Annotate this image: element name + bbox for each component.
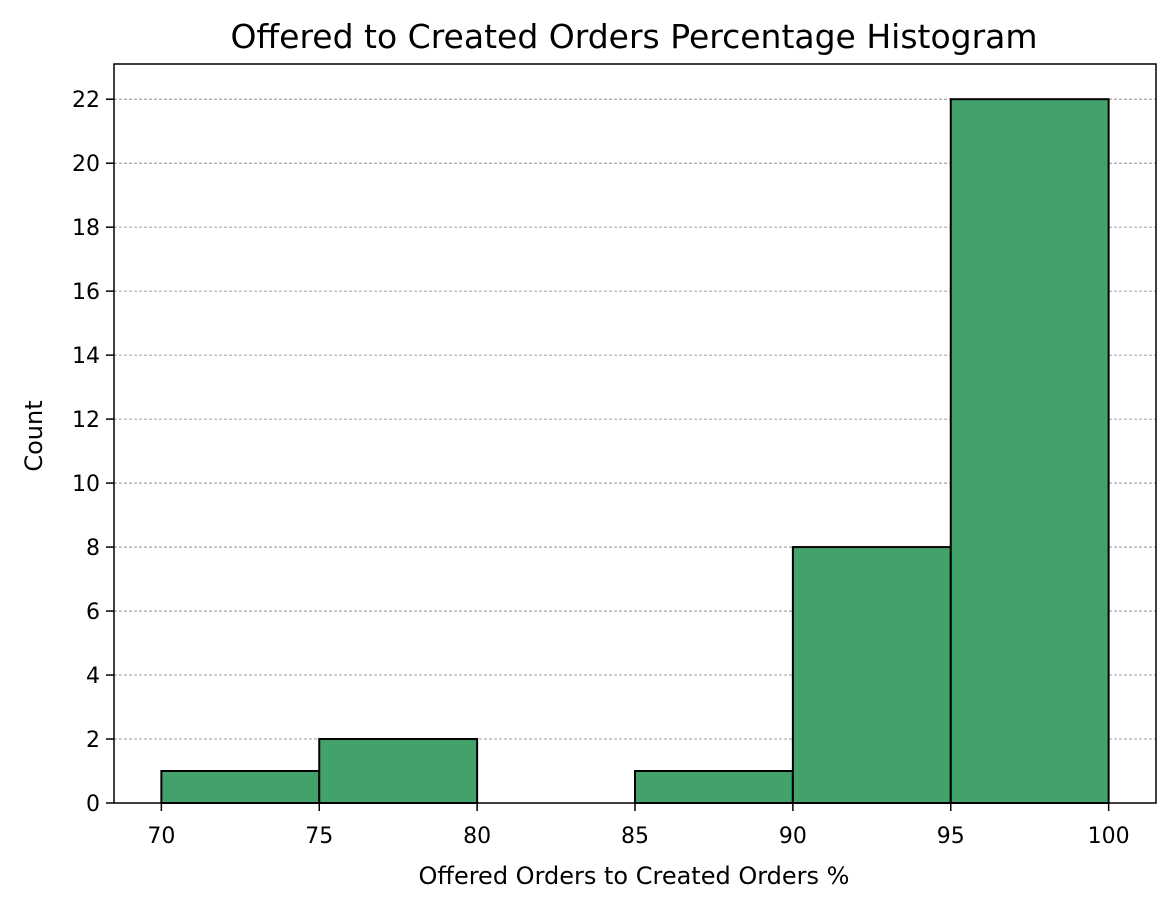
y-tick-label: 12 <box>72 408 100 433</box>
histogram-bar <box>160 770 321 805</box>
y-tick-label: 10 <box>72 472 100 497</box>
x-tick-label: 85 <box>621 824 649 849</box>
histogram-bar <box>634 770 794 805</box>
bars <box>160 98 1110 805</box>
y-tick-label: 18 <box>72 216 100 241</box>
x-axis-ticks: 70 75 80 85 90 95 100 <box>147 803 1130 849</box>
histogram-bar <box>318 738 479 805</box>
y-tick-label: 8 <box>86 536 100 561</box>
chart-title: Offered to Created Orders Percentage His… <box>230 17 1037 56</box>
y-tick-label: 16 <box>72 280 100 305</box>
histogram-bar <box>791 546 952 805</box>
x-tick-label: 70 <box>147 824 175 849</box>
x-tick-label: 80 <box>463 824 491 849</box>
y-tick-label: 6 <box>86 600 100 625</box>
y-tick-label: 22 <box>72 88 100 113</box>
x-tick-label: 100 <box>1088 824 1130 849</box>
x-axis-label: Offered Orders to Created Orders % <box>419 862 850 890</box>
y-axis-ticks: 0 2 4 6 8 10 12 14 16 18 20 22 <box>72 88 114 817</box>
y-tick-label: 14 <box>72 344 100 369</box>
gridlines <box>114 98 1156 740</box>
y-tick-label: 0 <box>86 792 100 817</box>
x-tick-label: 75 <box>305 824 333 849</box>
x-tick-label: 95 <box>937 824 965 849</box>
x-tick-label: 90 <box>779 824 807 849</box>
y-axis-label: Count <box>20 400 48 471</box>
y-tick-label: 2 <box>86 728 100 753</box>
y-tick-label: 20 <box>72 152 100 177</box>
histogram-bar <box>949 98 1110 804</box>
y-tick-label: 4 <box>86 664 100 689</box>
